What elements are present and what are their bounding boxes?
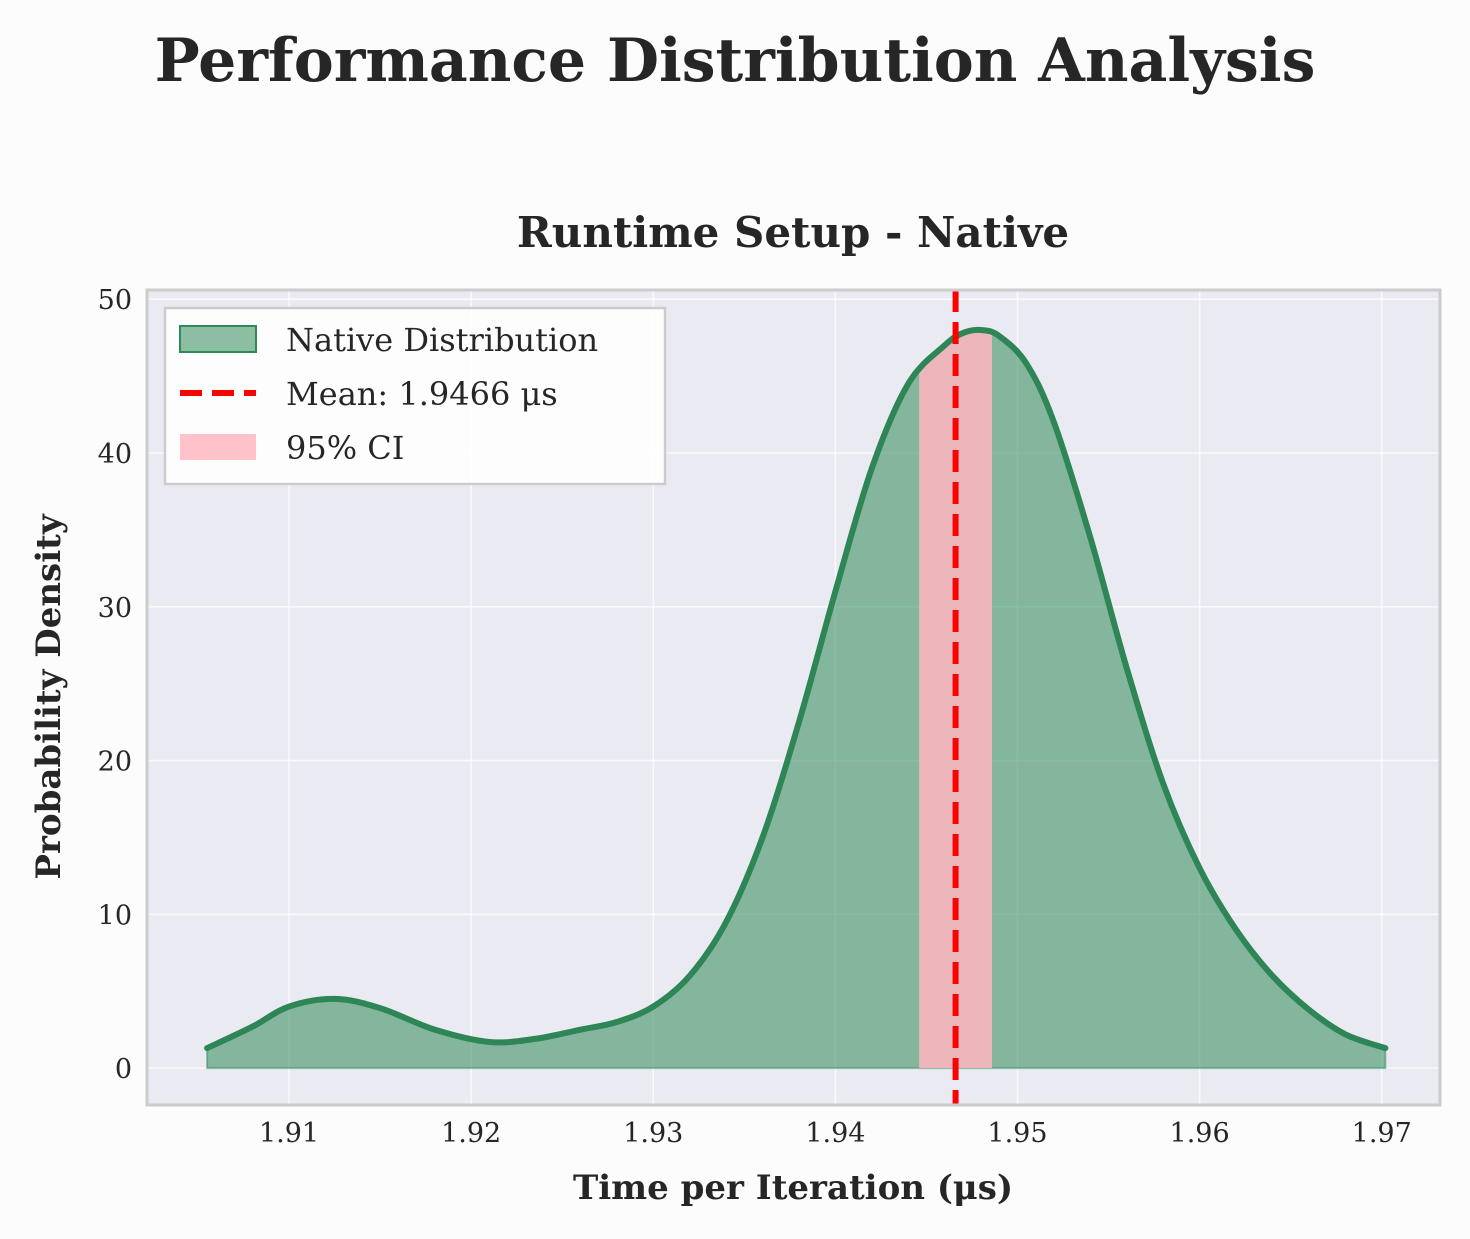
legend-swatch-ci bbox=[180, 434, 256, 460]
x-tick-label: 1.93 bbox=[623, 1118, 683, 1149]
legend-label-mean: Mean: 1.9466 μs bbox=[286, 375, 558, 413]
data-layer bbox=[204, 290, 1389, 1105]
y-tick-label: 40 bbox=[98, 439, 132, 470]
y-tick-label: 50 bbox=[98, 285, 132, 316]
figure-title: Performance Distribution Analysis bbox=[155, 26, 1316, 96]
legend-swatch-distribution bbox=[179, 325, 257, 353]
x-tick-label: 1.94 bbox=[805, 1118, 865, 1149]
y-axis-ticks: 0 10 20 30 40 50 bbox=[98, 285, 132, 1085]
y-axis-label: Probability Density bbox=[29, 513, 69, 879]
x-tick-label: 1.91 bbox=[259, 1118, 319, 1149]
x-axis-ticks: 1.91 1.92 1.93 1.94 1.95 1.96 1.97 bbox=[259, 1118, 1412, 1149]
x-tick-label: 1.95 bbox=[987, 1118, 1047, 1149]
legend-label-ci: 95% CI bbox=[286, 429, 404, 467]
legend: Native Distribution Mean: 1.9466 μs 95% … bbox=[163, 306, 667, 486]
x-tick-label: 1.96 bbox=[1170, 1118, 1230, 1149]
y-tick-label: 30 bbox=[98, 593, 132, 624]
chart-title: Runtime Setup - Native bbox=[517, 208, 1069, 257]
x-tick-label: 1.97 bbox=[1352, 1118, 1412, 1149]
legend-label-distribution: Native Distribution bbox=[286, 321, 598, 359]
x-tick-label: 1.92 bbox=[441, 1118, 501, 1149]
y-tick-label: 20 bbox=[98, 747, 132, 778]
density-line bbox=[204, 326, 1389, 1052]
plot-frame bbox=[145, 288, 1442, 1107]
y-tick-label: 10 bbox=[98, 900, 132, 931]
x-axis-label: Time per Iteration (μs) bbox=[573, 1168, 1013, 1208]
y-tick-label: 0 bbox=[115, 1054, 132, 1085]
